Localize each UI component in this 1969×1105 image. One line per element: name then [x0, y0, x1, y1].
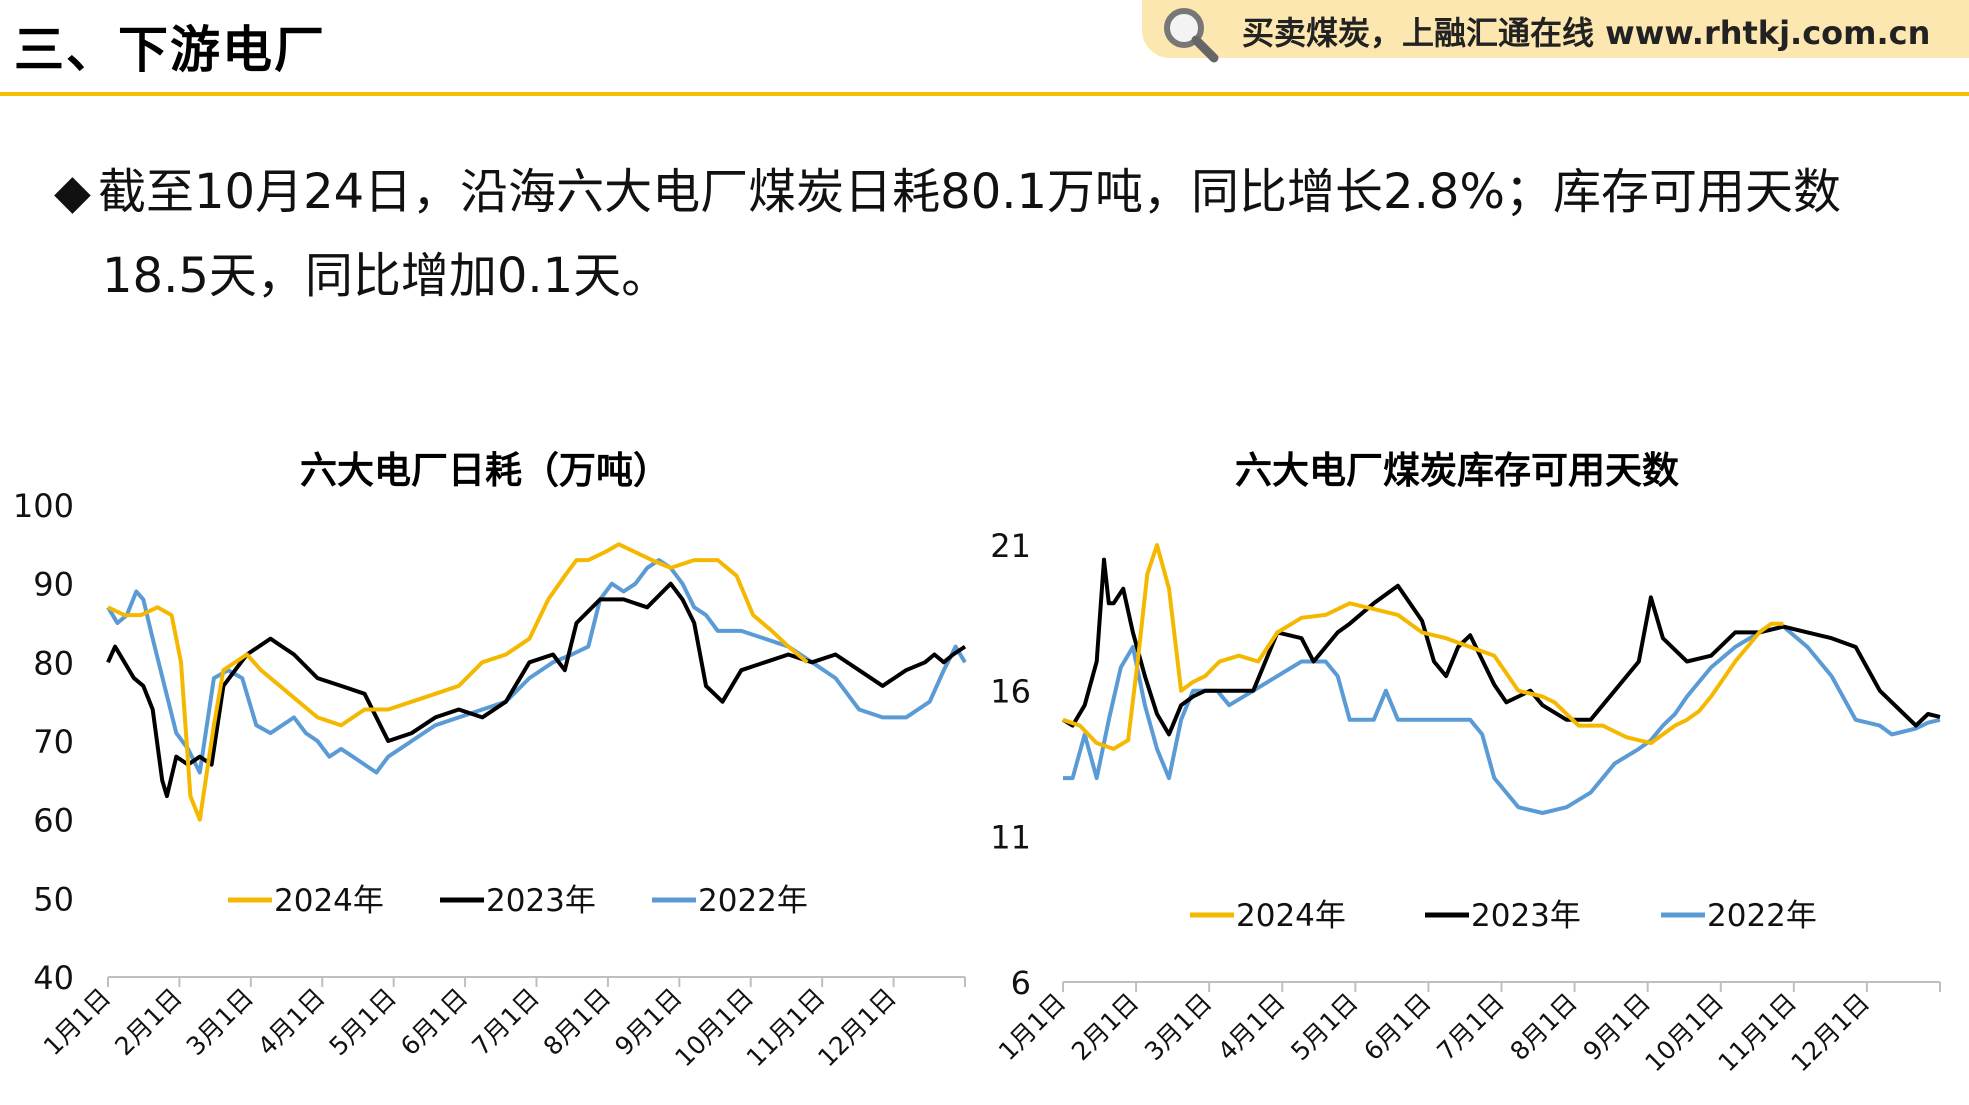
- chart-inventory-days: 21161161月1日2月1日3月1日4月1日5月1日6月1日7月1日8月1日9…: [990, 527, 1941, 1078]
- x-tick-label: 12月1日: [1786, 988, 1876, 1078]
- legend-label-s2022: 2022年: [1707, 898, 1817, 934]
- x-tick-label: 5月1日: [324, 983, 402, 1061]
- series-line-s2024: [107, 542, 809, 822]
- y-tick-label: 11: [990, 818, 1031, 856]
- y-tick-label: 6: [1011, 964, 1031, 1002]
- legend-label-s2023: 2023年: [1471, 898, 1581, 934]
- x-tick-label: 8月1日: [538, 983, 616, 1061]
- bullet-symbol: ◆: [54, 164, 91, 220]
- series-line-s2022: [106, 558, 967, 775]
- series-line-s2024: [1062, 543, 1784, 751]
- x-tick-label: 10月1日: [669, 983, 759, 1073]
- x-tick-label: 7月1日: [466, 983, 544, 1061]
- y-tick-label: 100: [13, 487, 74, 525]
- x-tick-label: 5月1日: [1285, 988, 1363, 1066]
- chart-title-inventory-days: 六大电厂煤炭库存可用天数: [1235, 449, 1679, 492]
- series-line-s2022: [1063, 624, 1941, 815]
- x-tick-label: 11月1日: [1712, 988, 1802, 1078]
- y-tick-label: 60: [33, 802, 74, 840]
- x-tick-label: 10月1日: [1639, 988, 1729, 1078]
- y-tick-label: 90: [33, 566, 74, 604]
- x-tick-label: 1月1日: [993, 988, 1071, 1066]
- summary-line-2: 18.5天，同比增加0.1天。: [102, 248, 670, 304]
- legend-label-s2022: 2022年: [698, 883, 808, 919]
- x-tick-label: 11月1日: [741, 983, 831, 1073]
- y-tick-label: 16: [990, 673, 1031, 711]
- page-title: 三、下游电厂: [14, 21, 326, 79]
- x-tick-label: 6月1日: [1358, 988, 1436, 1066]
- series-line-s2023: [106, 581, 967, 799]
- legend-label-s2023: 2023年: [486, 883, 596, 919]
- legend-label-s2024: 2024年: [1236, 898, 1346, 934]
- x-tick-label: 7月1日: [1431, 988, 1509, 1066]
- header-divider: [0, 92, 1969, 96]
- x-tick-label: 4月1日: [252, 983, 330, 1061]
- x-tick-label: 6月1日: [395, 983, 473, 1061]
- y-tick-label: 50: [33, 880, 74, 918]
- x-tick-label: 3月1日: [181, 983, 259, 1061]
- summary-line-1: 截至10月24日，沿海六大电厂煤炭日耗80.1万吨，同比增长2.8%；库存可用天…: [98, 164, 1841, 220]
- chart-title-daily-consumption: 六大电厂日耗（万吨）: [300, 449, 670, 492]
- summary-text: ◆ 截至10月24日，沿海六大电厂煤炭日耗80.1万吨，同比增长2.8%；库存可用…: [54, 150, 1914, 318]
- y-tick-label: 70: [33, 723, 74, 761]
- legend-label-s2024: 2024年: [274, 883, 384, 919]
- y-tick-label: 80: [33, 644, 74, 682]
- x-tick-label: 8月1日: [1504, 988, 1582, 1066]
- y-tick-label: 21: [990, 527, 1031, 565]
- banner-text: 买卖煤炭，上融汇通在线 www.rhtkj.com.cn: [1242, 14, 1931, 52]
- x-tick-label: 2月1日: [109, 983, 187, 1061]
- site-banner[interactable]: 买卖煤炭，上融汇通在线 www.rhtkj.com.cn: [1142, 0, 1969, 63]
- x-tick-label: 4月1日: [1212, 988, 1290, 1066]
- x-tick-label: 12月1日: [812, 983, 902, 1073]
- magnifier-icon: [1164, 8, 1219, 63]
- chart-daily-consumption: 1009080706050401月1日2月1日3月1日4月1日5月1日6月1日7…: [13, 487, 967, 1073]
- x-tick-label: 2月1日: [1066, 988, 1144, 1066]
- x-tick-label: 3月1日: [1139, 988, 1217, 1066]
- y-tick-label: 40: [33, 959, 74, 997]
